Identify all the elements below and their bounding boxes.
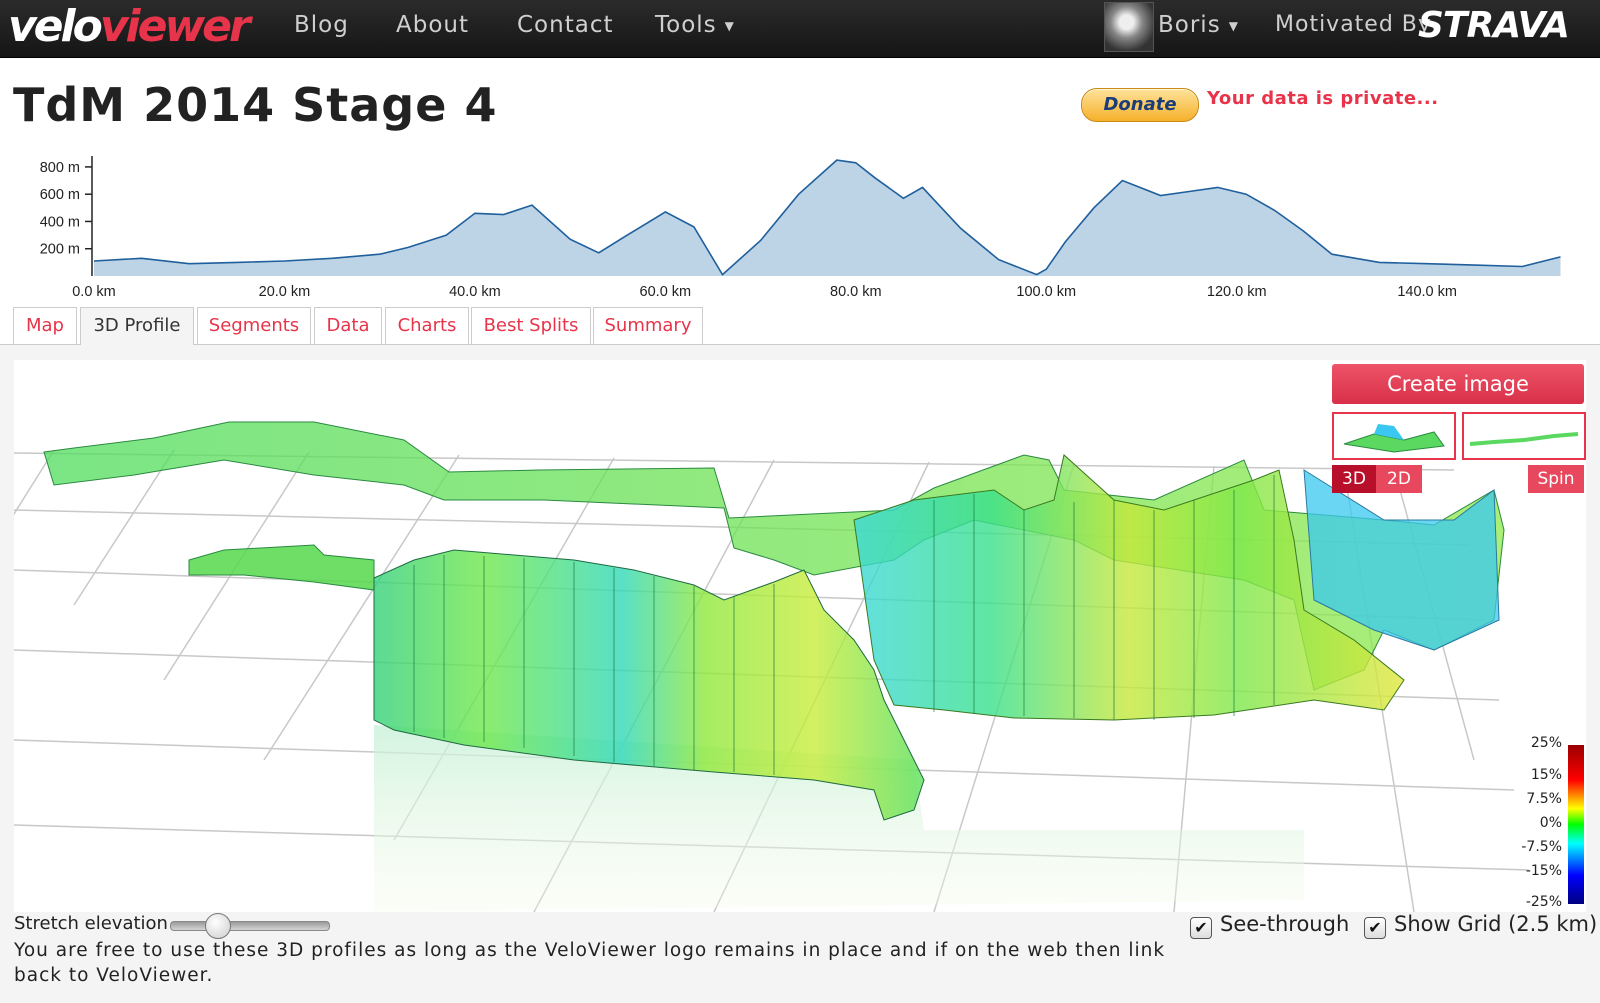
see-through-checkbox[interactable]: ✔ [1190, 917, 1212, 939]
user-name: Boris [1158, 12, 1221, 38]
spin-button[interactable]: Spin [1528, 465, 1584, 493]
x-tick-label: 80.0 km [830, 284, 882, 300]
x-tick-label: 20.0 km [259, 284, 311, 300]
strava-logo[interactable]: STRAVA [1418, 5, 1570, 46]
veloviewer-logo[interactable]: veloviewer [8, 1, 251, 52]
tabs-divider [0, 344, 1600, 345]
page-title: TdM 2014 Stage 4 [13, 78, 498, 132]
profile-wall-peak [1303, 469, 1500, 651]
x-tick-label: 0.0 km [72, 284, 116, 300]
legend-label: 25% [1530, 735, 1562, 751]
y-axis: 200 m 400 m 600 m 800 m [40, 156, 93, 276]
logo-viewer-text: viewer [99, 1, 251, 52]
x-tick-label: 100.0 km [1016, 284, 1076, 300]
show-grid-label: Show Grid (2.5 km) [1394, 912, 1598, 936]
mode-3d-button[interactable]: 3D [1332, 465, 1376, 493]
chevron-down-icon: ▼ [1228, 18, 1239, 33]
gradient-color-bar [1568, 745, 1584, 904]
tab-summary[interactable]: Summary [593, 307, 703, 344]
x-tick-label: 140.0 km [1397, 284, 1457, 300]
profile-reflection [374, 725, 1304, 912]
elevation-line [93, 159, 1561, 276]
see-through-label: See-through [1220, 912, 1350, 936]
x-tick-label: 40.0 km [449, 284, 501, 300]
privacy-notice-link[interactable]: Your data is private... [1207, 88, 1439, 109]
checkmark-icon: ✔ [1194, 918, 1208, 937]
user-menu-dropdown[interactable]: Boris ▼ [1158, 0, 1239, 57]
tab-best-splits[interactable]: Best Splits [471, 307, 591, 344]
slider-handle[interactable] [205, 913, 232, 939]
mode-2d-button[interactable]: 2D [1376, 465, 1422, 493]
thumbnail-3d-image [1343, 424, 1445, 453]
x-tick-label: 120.0 km [1207, 284, 1267, 300]
tab-map[interactable]: Map [13, 307, 77, 344]
logo-velo-text: velo [8, 1, 103, 52]
show-grid-checkbox[interactable]: ✔ [1364, 917, 1386, 939]
legend-label: -25% [1525, 894, 1562, 910]
top-navbar: veloviewer Blog About Contact Tools ▼ Bor… [0, 0, 1600, 58]
thumbnail-2d-preview[interactable] [1462, 412, 1586, 460]
nav-blog-link[interactable]: Blog [294, 12, 349, 38]
profile-wall-front [373, 549, 925, 821]
nav-contact-link[interactable]: Contact [517, 12, 614, 38]
legend-label: 15% [1530, 767, 1562, 783]
legend-label: 7.5% [1526, 791, 1562, 807]
motivated-by-text: Motivated By [1275, 12, 1432, 37]
donate-button[interactable]: Donate [1081, 88, 1199, 122]
chevron-down-icon: ▼ [724, 18, 735, 33]
usage-note: You are free to use these 3D profiles as… [14, 940, 1166, 986]
tab-charts[interactable]: Charts [385, 307, 469, 344]
legend-label: 0% [1539, 815, 1562, 831]
tab-segments[interactable]: Segments [197, 307, 311, 344]
nav-tools-dropdown[interactable]: Tools ▼ [655, 0, 735, 57]
y-tick-label: 200 m [40, 242, 80, 258]
x-tick-label: 60.0 km [640, 284, 692, 300]
stretch-elevation-label: Stretch elevation [14, 913, 168, 934]
elevation-area [94, 160, 1561, 276]
elevation-profile-chart[interactable]: 200 m 400 m 600 m 800 m 0.0 km 20.0 km 40.0 k… [0, 148, 1600, 303]
thumbnail-2d-image [1469, 432, 1579, 446]
tab-data[interactable]: Data [314, 307, 382, 344]
nav-about-link[interactable]: About [396, 12, 470, 38]
nav-tools-label: Tools [655, 12, 717, 38]
3d-profile-viewport[interactable] [14, 360, 1586, 912]
thumbnail-3d-preview[interactable] [1332, 412, 1456, 460]
y-tick-label: 400 m [40, 214, 80, 230]
legend-label: -15% [1525, 863, 1562, 879]
profile-wall-right [853, 454, 1405, 721]
tab-3d-profile[interactable]: 3D Profile [80, 307, 194, 346]
create-image-button[interactable]: Create image [1332, 364, 1584, 404]
profile-ribbon-left [188, 544, 375, 591]
avatar[interactable] [1104, 2, 1154, 52]
3d-profile-render [14, 421, 1530, 912]
checkmark-icon: ✔ [1368, 918, 1382, 937]
gradient-stripes [413, 475, 1275, 775]
x-axis: 0.0 km 20.0 km 40.0 km 60.0 km 80.0 km 100.0 … [72, 284, 1457, 300]
legend-label: -7.5% [1521, 839, 1562, 855]
y-tick-label: 600 m [40, 187, 80, 203]
stretch-elevation-slider[interactable] [170, 921, 330, 931]
y-tick-label: 800 m [40, 160, 80, 176]
